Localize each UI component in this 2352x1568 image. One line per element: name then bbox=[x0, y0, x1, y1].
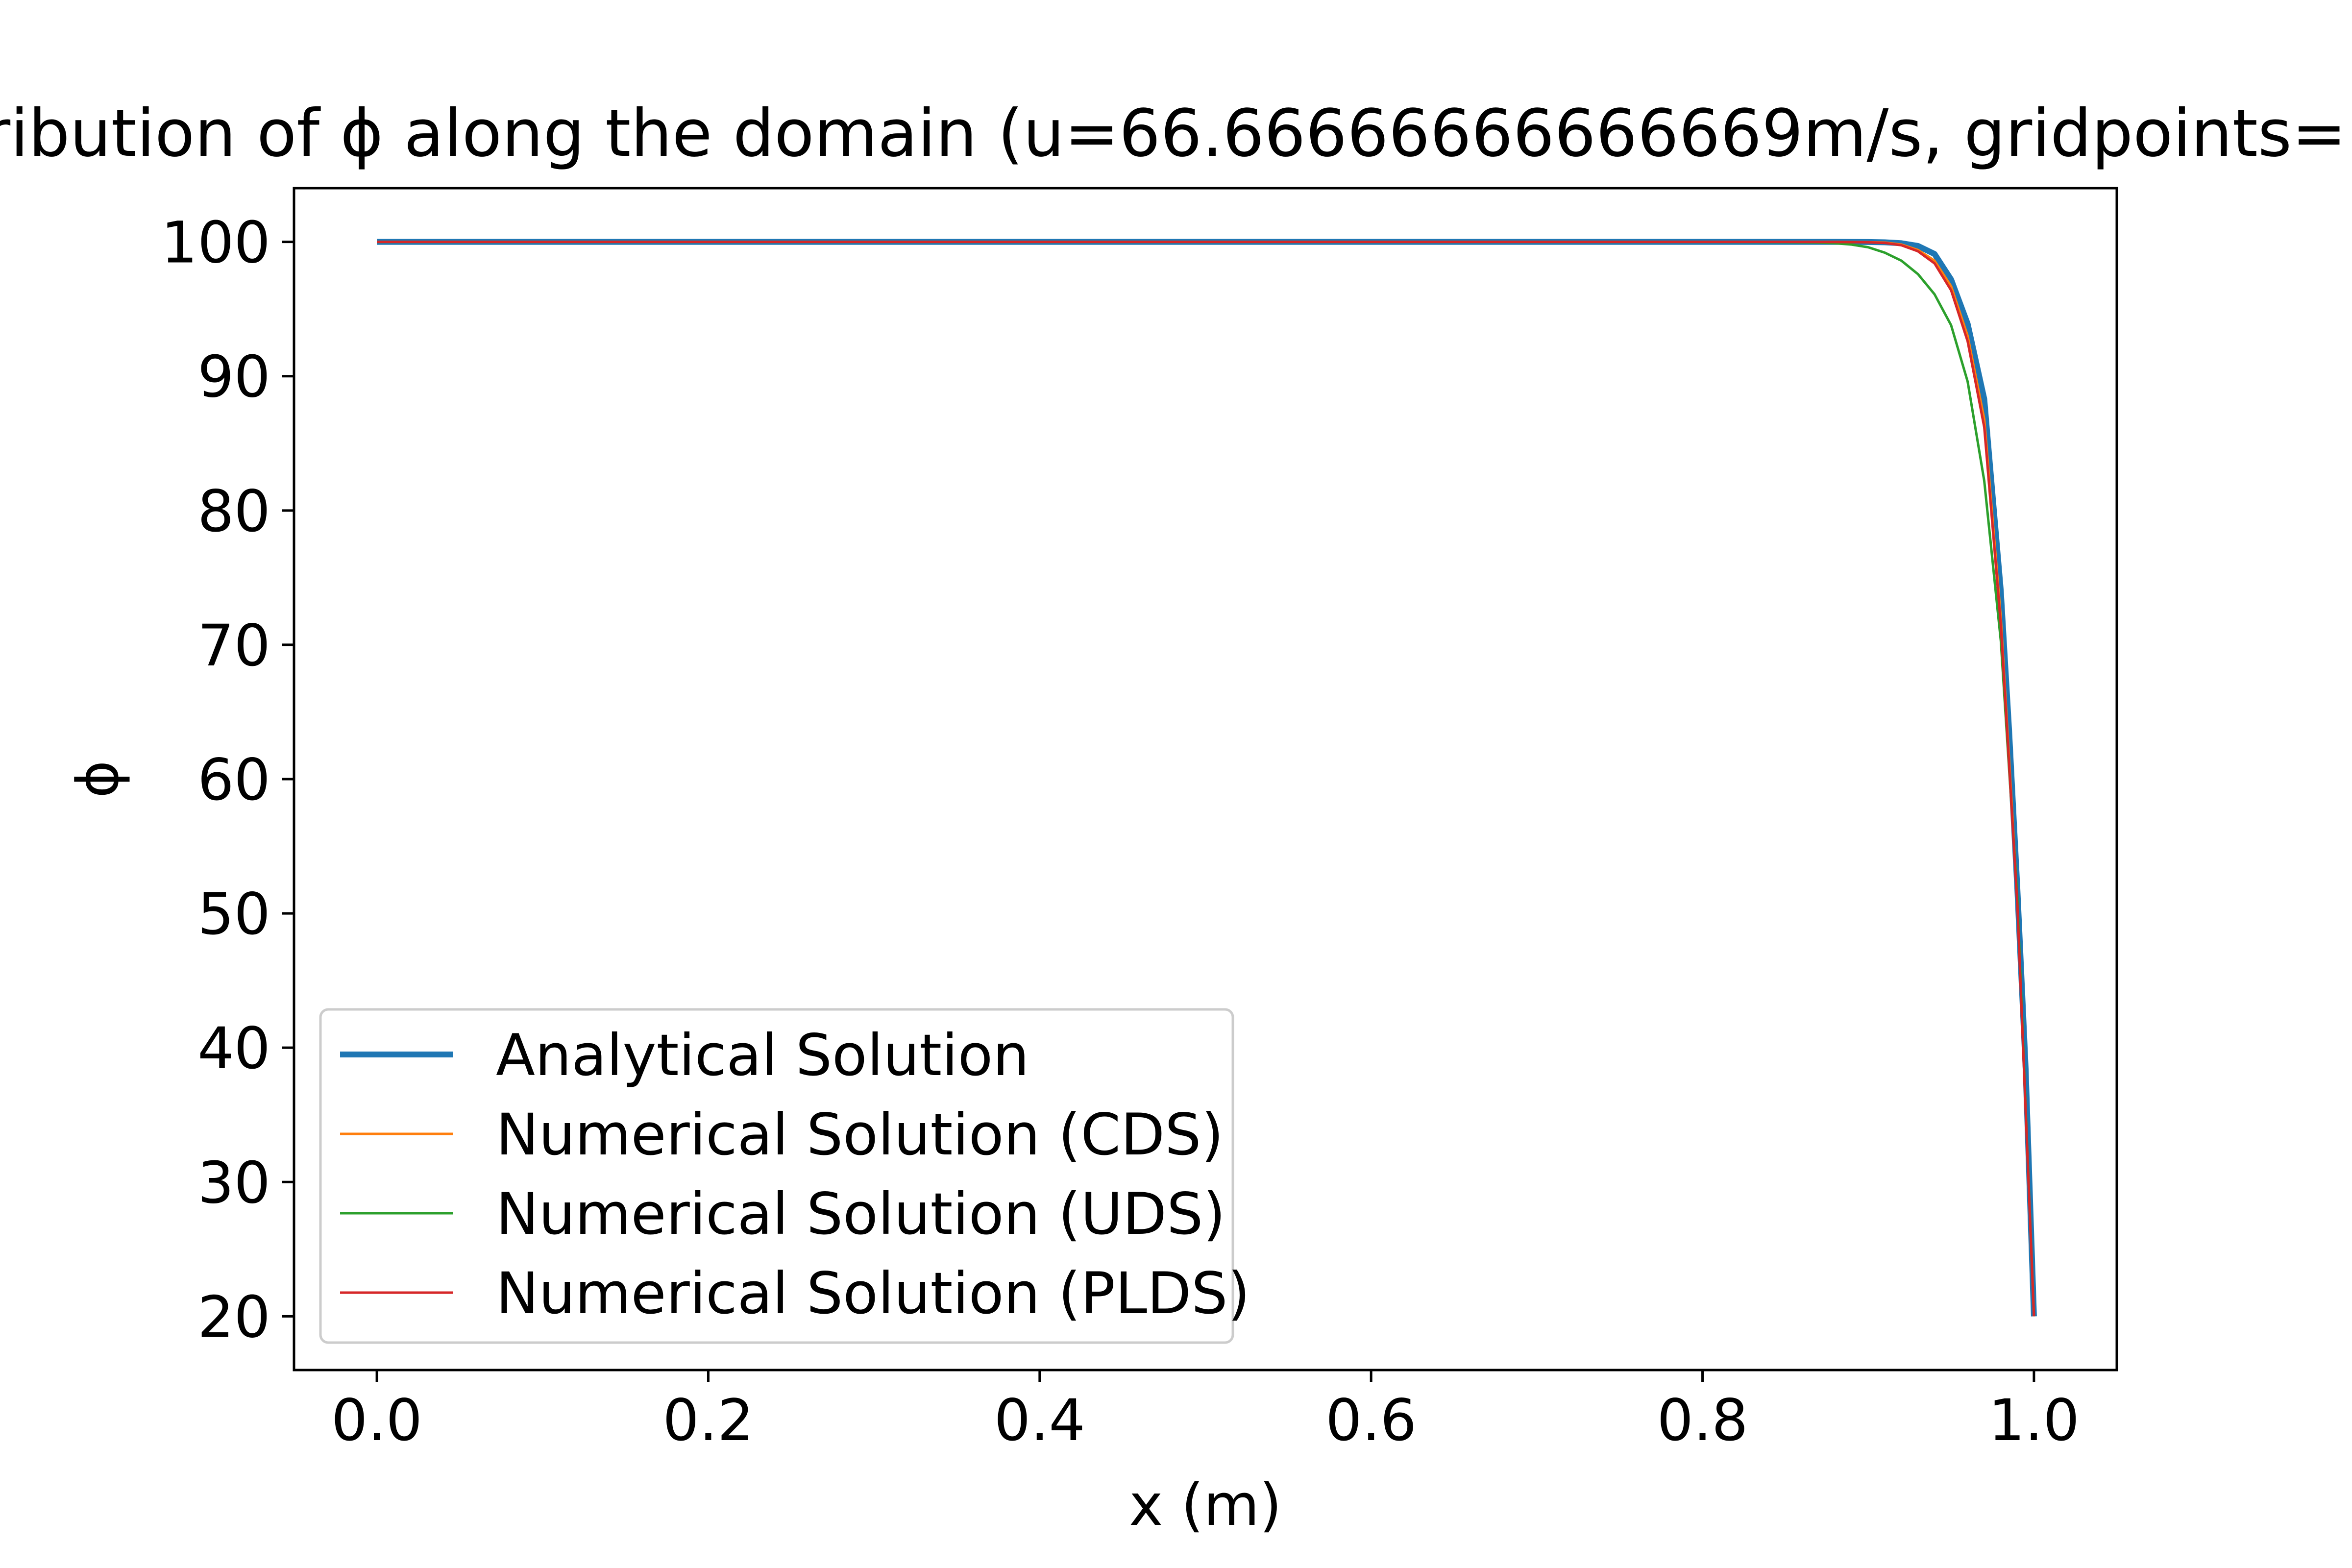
x-tick-label-2: 0.4 bbox=[994, 1387, 1085, 1454]
x-tick-label-4: 0.8 bbox=[1657, 1387, 1748, 1454]
legend: Analytical Solution Numerical Solution (C… bbox=[319, 1008, 1250, 1344]
y-tick-label-2: 40 bbox=[197, 1015, 270, 1082]
chart-title: Distribution of ϕ along the domain (u=66… bbox=[0, 96, 2352, 172]
legend-box bbox=[319, 1008, 1234, 1344]
x-axis-label: x (m) bbox=[1129, 1471, 1282, 1539]
y-axis-ticks: 20 30 40 50 60 70 80 90 100 bbox=[161, 209, 294, 1350]
y-axis-label: ϕ bbox=[64, 760, 131, 798]
y-tick-label-5: 70 bbox=[197, 612, 270, 679]
x-tick-label-0: 0.0 bbox=[331, 1387, 422, 1454]
y-tick-label-1: 30 bbox=[197, 1149, 270, 1216]
x-axis-ticks: 0.0 0.2 0.4 0.6 0.8 1.0 bbox=[331, 1370, 2080, 1454]
series-line-3 bbox=[377, 241, 2035, 1317]
y-tick-label-7: 90 bbox=[197, 343, 270, 411]
legend-label-1: Numerical Solution (CDS) bbox=[496, 1101, 1224, 1168]
y-tick-label-4: 60 bbox=[197, 746, 270, 813]
legend-label-3: Numerical Solution (PLDS) bbox=[496, 1260, 1250, 1327]
y-tick-label-0: 20 bbox=[197, 1283, 270, 1350]
legend-label-0: Analytical Solution bbox=[496, 1022, 1029, 1089]
legend-label-2: Numerical Solution (UDS) bbox=[496, 1180, 1225, 1248]
x-tick-label-5: 1.0 bbox=[1988, 1387, 2080, 1454]
x-tick-label-3: 0.6 bbox=[1325, 1387, 1417, 1454]
x-tick-label-1: 0.2 bbox=[662, 1387, 754, 1454]
plot-frame bbox=[293, 187, 2118, 1372]
y-tick-label-3: 50 bbox=[197, 881, 270, 948]
y-tick-label-8: 100 bbox=[161, 209, 270, 276]
y-tick-label-6: 80 bbox=[197, 478, 270, 545]
series-layer bbox=[377, 239, 2037, 1317]
